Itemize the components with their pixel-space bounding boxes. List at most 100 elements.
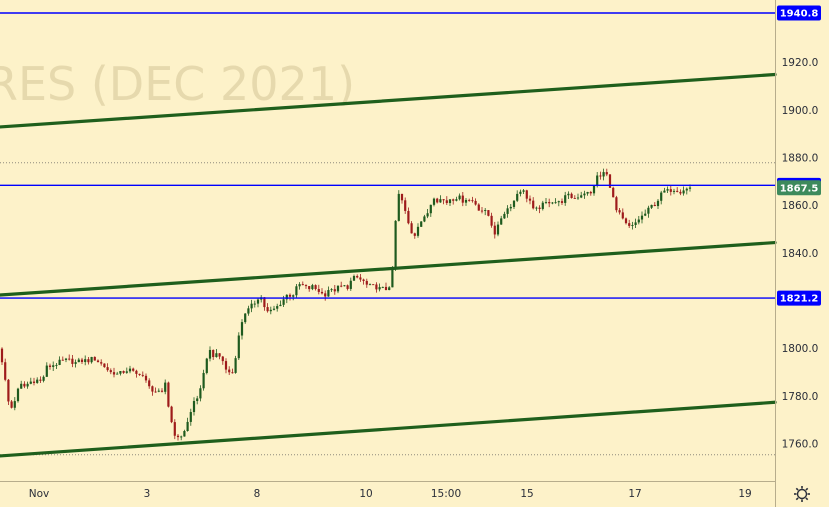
- y-tick-label: 1840.0: [782, 248, 819, 260]
- candle-down: [605, 172, 608, 175]
- y-tick-label: 1760.0: [782, 439, 819, 451]
- candle-down: [471, 200, 474, 202]
- candle-down: [160, 390, 164, 392]
- candle-up: [180, 436, 183, 438]
- candle-up: [592, 185, 596, 194]
- settings-gear-icon[interactable]: [794, 486, 810, 502]
- candle-up: [119, 371, 122, 374]
- candle-up: [125, 371, 128, 373]
- candle-down: [32, 381, 36, 383]
- candle-down: [176, 435, 180, 438]
- candle-down: [39, 379, 42, 381]
- time-axis[interactable]: Nov 3 8 10 15:00 15 17 19: [29, 488, 752, 500]
- candle-up: [285, 294, 288, 300]
- candle-up: [77, 359, 80, 363]
- candle-up: [583, 193, 586, 196]
- candle-up: [420, 221, 423, 227]
- candle-up: [20, 383, 23, 389]
- candle-down: [477, 204, 480, 211]
- candle-up: [298, 284, 301, 287]
- candle-down: [468, 199, 471, 201]
- candle-up: [29, 381, 32, 384]
- candle-up: [576, 197, 580, 199]
- candle-down: [490, 215, 493, 226]
- candle-down: [410, 223, 413, 234]
- price-grid: [0, 162, 775, 456]
- candle-up: [36, 379, 39, 383]
- candle-down: [112, 372, 116, 375]
- candle-up: [458, 195, 461, 200]
- candle-up: [183, 431, 186, 437]
- candle-down: [154, 391, 157, 393]
- candle-down: [304, 285, 308, 287]
- candle-down: [87, 359, 90, 363]
- candle-down: [4, 362, 7, 380]
- candle-down: [474, 200, 477, 205]
- candle-up: [484, 210, 487, 211]
- x-tick-label: 15:00: [431, 488, 461, 500]
- watermark-title: RES (DEC 2021): [0, 57, 355, 111]
- candle-down: [570, 193, 573, 198]
- candle-up: [685, 188, 688, 191]
- candle-up: [215, 353, 218, 358]
- candle-up: [631, 224, 634, 226]
- candle-down: [135, 370, 138, 374]
- candle-down: [138, 373, 141, 375]
- candle-down: [333, 289, 336, 292]
- candle-up: [237, 335, 240, 359]
- candle-down: [400, 193, 404, 201]
- candle-up: [647, 207, 650, 214]
- candle-down: [404, 200, 407, 211]
- candle-down: [320, 291, 324, 294]
- level-price-badge: [777, 290, 821, 306]
- trend-line[interactable]: [0, 240, 777, 297]
- candle-up: [74, 362, 77, 364]
- candle-down: [61, 359, 64, 361]
- candle-down: [212, 349, 215, 358]
- level-price-label: 1940.8: [780, 9, 819, 20]
- candle-up: [522, 190, 525, 192]
- candle-down: [317, 289, 320, 292]
- x-tick-label: Nov: [29, 488, 50, 500]
- candle-up: [276, 306, 279, 309]
- candle-down: [669, 189, 672, 192]
- candle-up: [55, 364, 58, 366]
- trend-line[interactable]: [0, 400, 777, 458]
- last-price-label: 1867.5: [780, 183, 819, 194]
- candle-up: [42, 376, 45, 381]
- horizontal-levels[interactable]: [0, 12, 776, 299]
- candle-down: [173, 422, 176, 436]
- candle-down: [599, 175, 602, 177]
- candle-down: [445, 200, 448, 204]
- candle-up: [52, 365, 55, 367]
- candle-up: [295, 286, 298, 296]
- candle-down: [487, 210, 490, 216]
- candle-up: [586, 191, 589, 194]
- candle-up: [596, 175, 599, 186]
- candle-down: [375, 284, 378, 290]
- candle-up: [496, 224, 500, 235]
- trend-lines[interactable]: [0, 72, 777, 458]
- candle-down: [493, 225, 496, 235]
- candle-up: [90, 356, 93, 363]
- candle-up: [378, 287, 381, 290]
- candle-down: [68, 358, 71, 360]
- candle-up: [388, 287, 391, 291]
- candle-down: [628, 223, 631, 226]
- candle-down: [372, 284, 375, 286]
- trend-line[interactable]: [0, 72, 777, 129]
- price-axis[interactable]: 1760.01780.01800.01820.01840.01860.01880…: [782, 57, 819, 450]
- candle-down: [356, 276, 359, 278]
- candle-up: [253, 303, 256, 305]
- candle-down: [106, 367, 109, 371]
- candle-up: [544, 202, 548, 203]
- candle-up: [58, 359, 61, 365]
- candle-down: [452, 199, 455, 201]
- candle-down: [624, 218, 628, 224]
- candle-up: [551, 202, 554, 204]
- candle-up: [45, 365, 48, 377]
- candle-up: [455, 199, 458, 201]
- candle-up: [448, 199, 452, 204]
